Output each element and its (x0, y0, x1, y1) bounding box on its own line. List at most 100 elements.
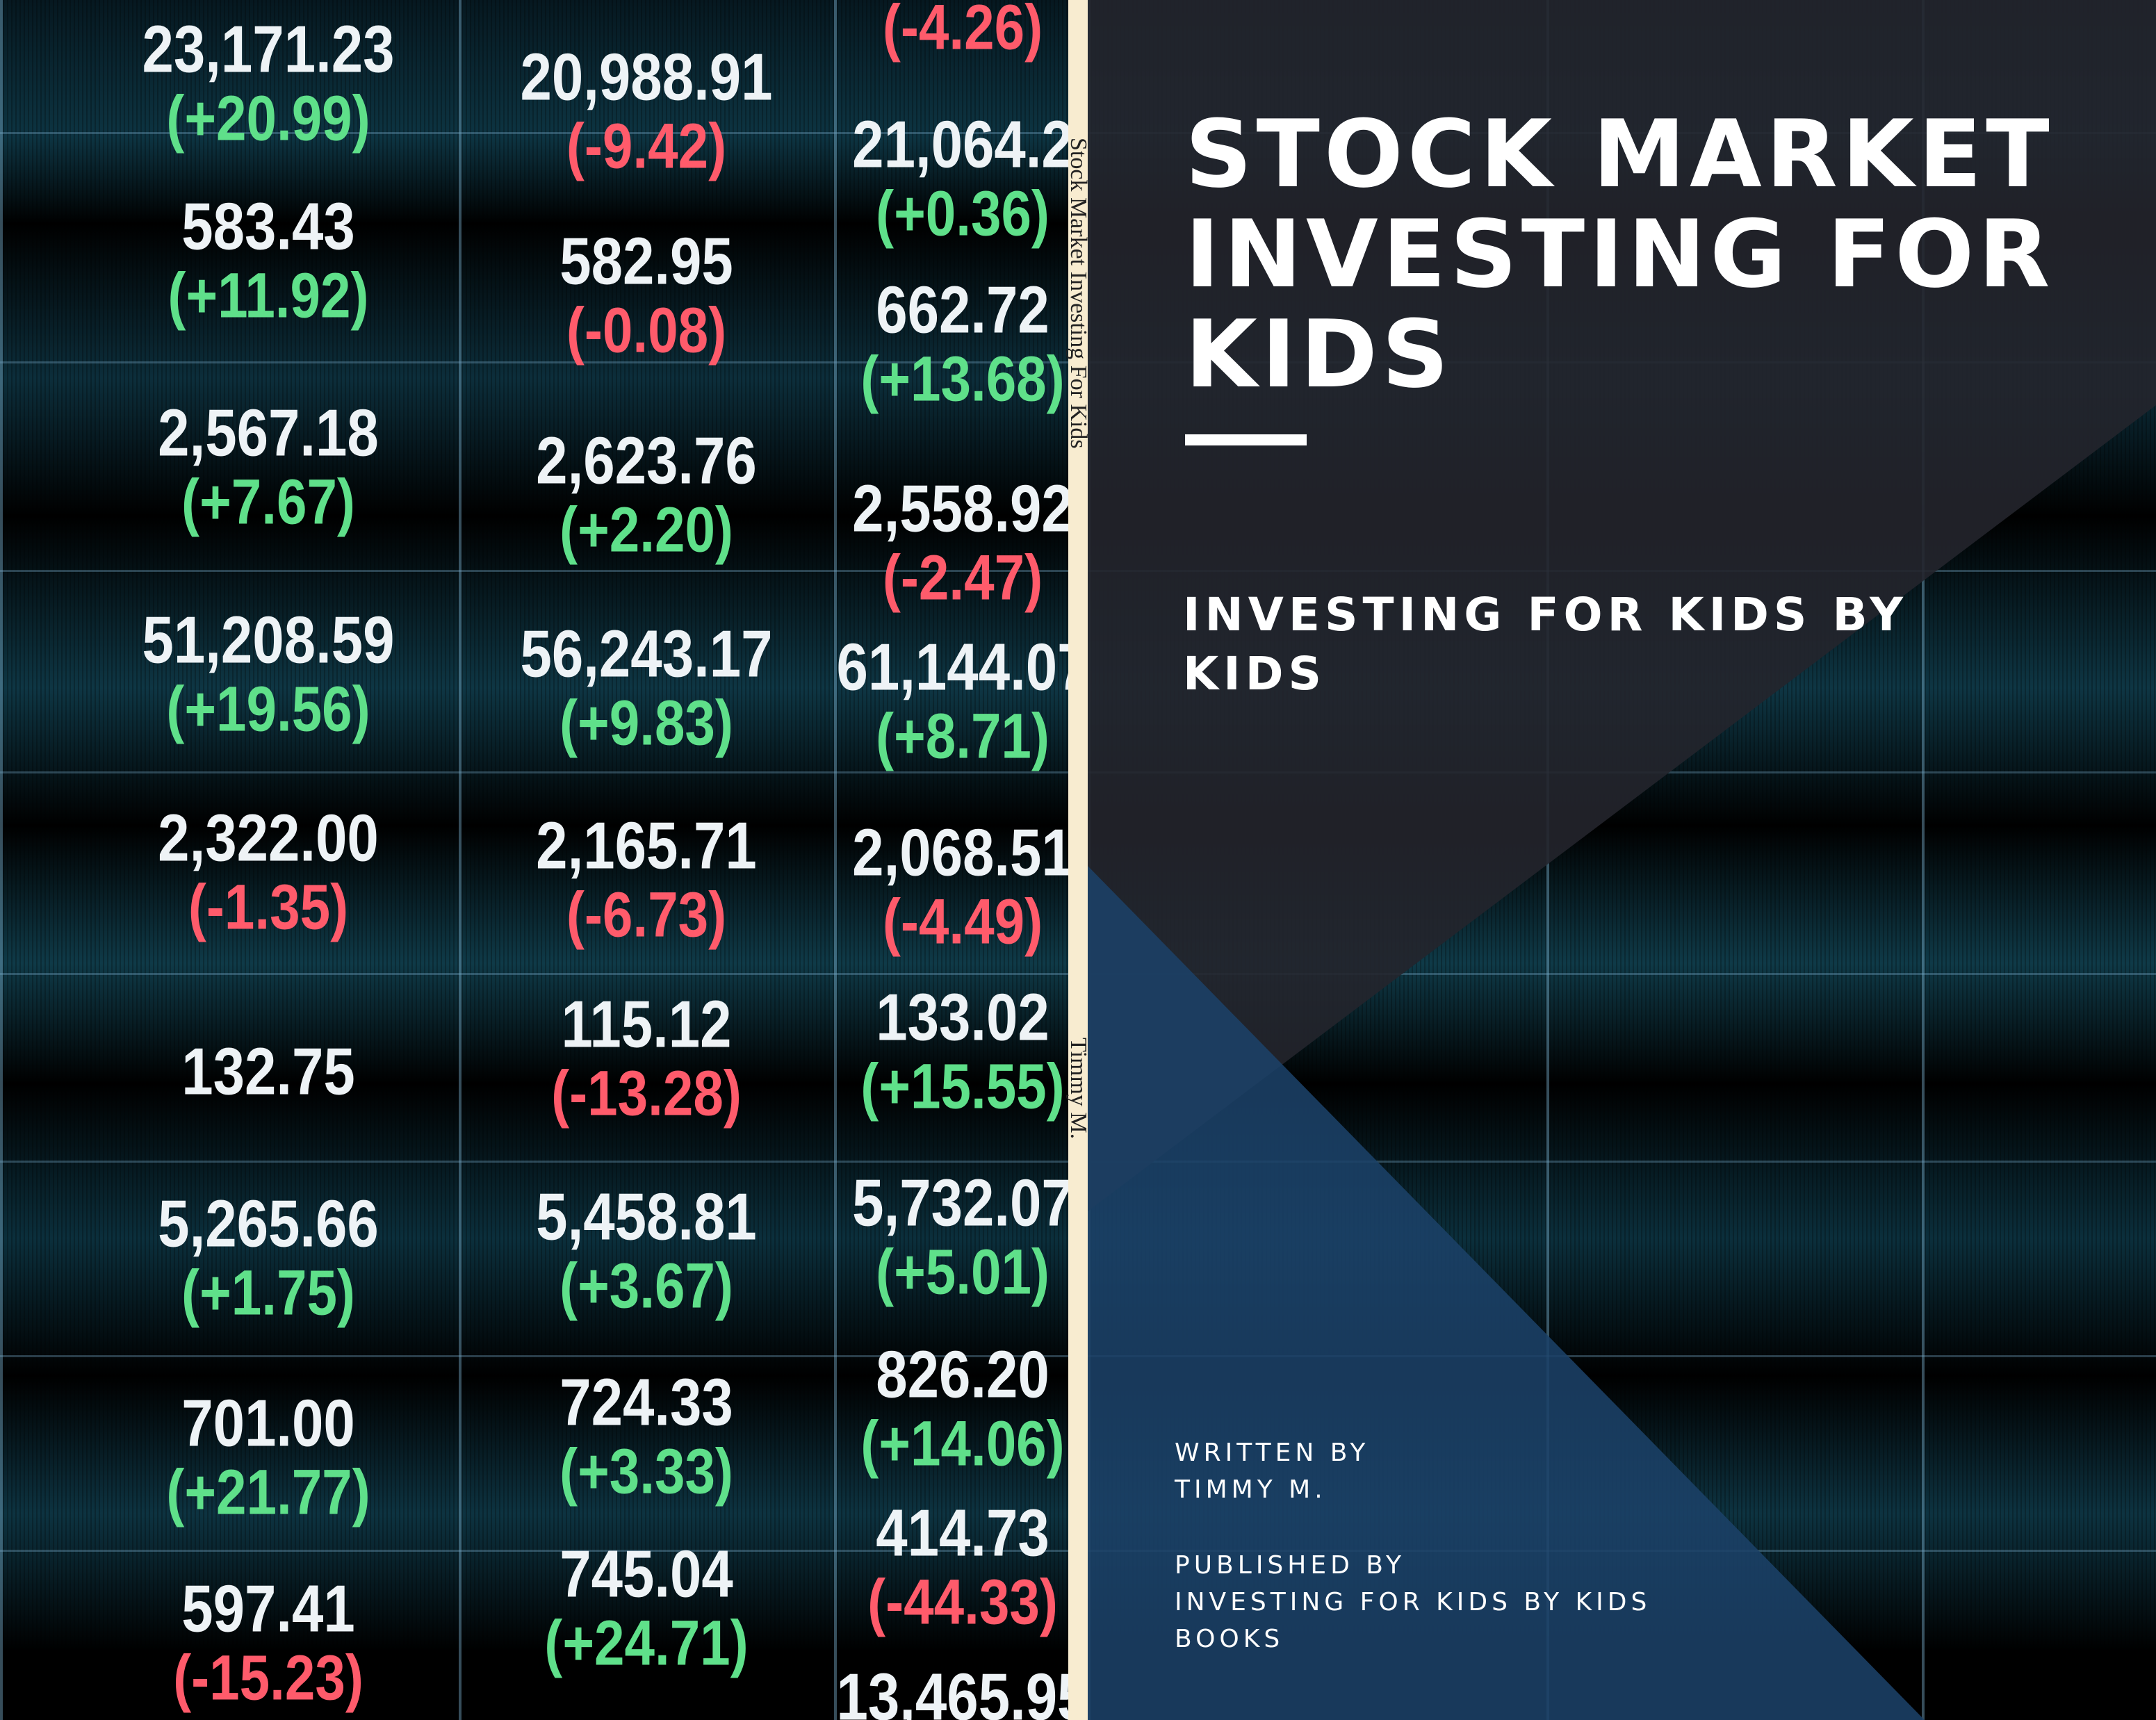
grid-line (0, 132, 1068, 134)
author-credit: WRITTEN BY TIMMY M. (1175, 1434, 1369, 1508)
ticker-cell: 5,265.66 (+1.75) (158, 1186, 379, 1327)
ticker-cell: 51,208.59 (+19.56) (142, 605, 394, 745)
grid-line (1088, 973, 2156, 975)
price-value: 2,322.00 (158, 801, 379, 876)
book-subtitle: INVESTING FOR KIDS BY KIDS (1183, 585, 1908, 703)
price-change: (+5.01) (876, 1236, 1050, 1308)
ticker-cell: 115.12 (-13.28) (551, 990, 742, 1127)
price-change: (+3.67) (560, 1250, 733, 1322)
grid-line (0, 1550, 1068, 1552)
published-by-label: PUBLISHED BY (1175, 1551, 1405, 1580)
price-value: 20,988.91 (520, 40, 773, 115)
ticker-cell: 61,144.07 (+8.71) (836, 632, 1068, 772)
ticker-cell: 2,322.00 (-1.35) (158, 801, 379, 943)
price-value: 701.00 (181, 1386, 355, 1461)
grid-line (0, 1161, 1068, 1163)
ticker-cell: 724.33 (+3.33) (560, 1368, 733, 1505)
price-change: (-1.35) (188, 871, 349, 943)
ticker-cell: (-4.26) (883, 0, 1043, 61)
price-change: (+0.36) (876, 178, 1050, 249)
dark-overlay-shape (1088, 0, 2156, 1211)
ticker-cell: 2,558.92 (-2.47) (852, 471, 1068, 614)
price-change: (+9.83) (560, 687, 733, 759)
ticker-cell: 133.02 (+15.55) (860, 983, 1064, 1120)
subtitle-line: KIDS (1183, 647, 1327, 701)
price-value: 662.72 (876, 272, 1050, 347)
ticker-cell: 701.00 (+21.77) (166, 1386, 370, 1528)
price-value: 133.02 (876, 980, 1050, 1055)
price-value: 115.12 (561, 987, 732, 1062)
price-change: (-6.73) (566, 879, 727, 951)
price-change: (-2.47) (882, 542, 1043, 614)
grid-line (0, 973, 1068, 975)
price-value: 5,458.81 (536, 1179, 757, 1254)
ticker-cell: 20,988.91 (-9.42) (520, 40, 773, 182)
price-change: (+15.55) (860, 1051, 1065, 1122)
ticker-cell: 582.95 (-0.08) (560, 224, 733, 366)
grid-line (1922, 0, 1925, 1720)
grid-line (1088, 1161, 2156, 1163)
price-value: 56,243.17 (520, 616, 773, 691)
subtitle-line: INVESTING FOR KIDS BY (1183, 588, 1908, 641)
title-line: INVESTING FOR (1185, 200, 2055, 309)
price-change: (+13.68) (860, 343, 1065, 415)
spine: Stock Market Investing For Kids Timmy M. (1065, 0, 1091, 1720)
price-change: (+21.77) (166, 1457, 370, 1528)
price-value: 5,732.07 (852, 1165, 1068, 1240)
cover-overlay (1088, 0, 2156, 1720)
price-change: (+24.71) (544, 1607, 749, 1679)
price-change: (-0.08) (566, 295, 727, 366)
grid-line (459, 0, 462, 1720)
price-value: 21,064.2 (852, 107, 1068, 182)
ticker-board-photo: 23,171.23 (+20.99) 583.43 (+11.92) 2,567.18(… (0, 0, 1068, 1720)
price-value: 826.20 (876, 1337, 1050, 1412)
price-value: 2,165.71 (536, 808, 757, 883)
grid-line (0, 570, 1068, 572)
ticker-cell: 23,171.23 (+20.99) (142, 12, 395, 154)
price-change: (+19.56) (166, 673, 370, 745)
title-line: STOCK MARKET (1185, 100, 2054, 208)
ticker-cell: 597.41 (-15.23) (173, 1571, 364, 1714)
grid-line (0, 771, 1068, 773)
price-value: 724.33 (560, 1365, 733, 1440)
ticker-cell: 662.72 (+13.68) (860, 272, 1065, 415)
price-value: 582.95 (560, 224, 733, 299)
author-name: TIMMY M. (1175, 1475, 1327, 1504)
ticker-cell: 13,465.95 (836, 1660, 1068, 1720)
back-cover: 23,171.23 (+20.99) 583.43 (+11.92) 2,567.18(… (0, 0, 1068, 1720)
price-value: 2,567.18 (158, 395, 379, 470)
price-change: (+7.67) (181, 466, 355, 538)
ticker-cell: 826.20 (+14.06) (860, 1340, 1064, 1477)
price-change: (-44.33) (867, 1566, 1058, 1638)
blue-overlay-shape (1088, 866, 1925, 1720)
ticker-cell: 2,567.18 (+7.67) (158, 395, 379, 538)
price-value: 5,265.66 (158, 1186, 379, 1261)
price-value: 13,465.95 (836, 1660, 1068, 1720)
grid-line (1088, 1355, 2156, 1357)
price-value: 745.04 (560, 1537, 733, 1612)
price-change: (+14.06) (860, 1408, 1065, 1480)
grid-line (0, 0, 3, 1720)
price-change: (+8.71) (876, 701, 1050, 772)
publisher-name: BOOKS (1175, 1625, 1284, 1653)
price-value: 2,558.92 (852, 471, 1068, 546)
price-change: (+3.33) (560, 1436, 733, 1507)
price-change: (-4.49) (882, 886, 1043, 958)
grid-line (0, 361, 1068, 363)
ticker-cell: 583.43 (+11.92) (168, 192, 368, 329)
price-value: 2,623.76 (536, 423, 757, 498)
publisher-name: INVESTING FOR KIDS BY KIDS (1175, 1588, 1651, 1616)
price-change: (+11.92) (168, 260, 369, 331)
price-change: (-13.28) (551, 1058, 742, 1129)
title-underline (1185, 434, 1307, 445)
price-value: 23,171.23 (142, 12, 395, 87)
price-value: 132.75 (181, 1034, 355, 1109)
price-value: 597.41 (181, 1571, 355, 1646)
ticker-cell: 745.04 (+24.71) (544, 1537, 749, 1679)
ticker-cell: 5,732.07 (+5.01) (852, 1165, 1068, 1308)
price-value: 2,068.51 (852, 815, 1068, 890)
price-change: (-15.23) (173, 1642, 364, 1714)
ticker-cell: 5,458.81 (+3.67) (536, 1179, 757, 1322)
price-change: (+20.99) (166, 83, 370, 154)
price-change: (-9.42) (566, 110, 727, 182)
